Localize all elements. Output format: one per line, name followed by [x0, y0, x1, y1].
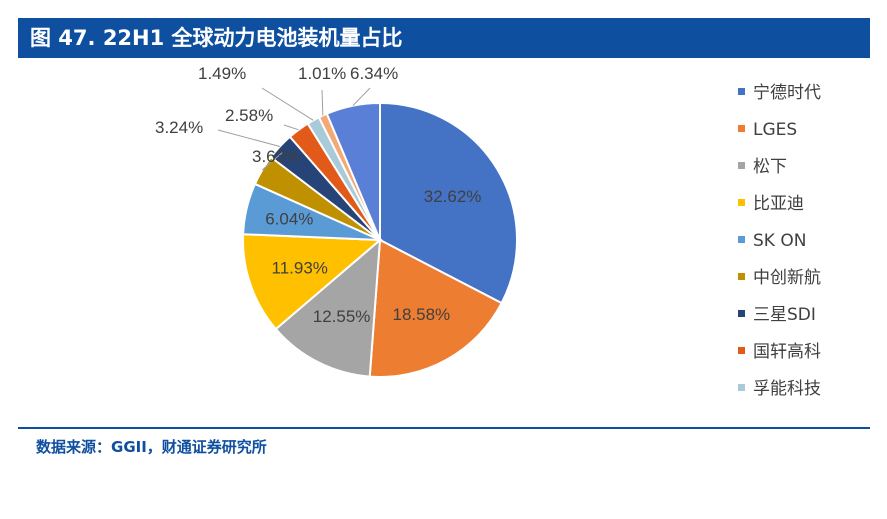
legend-swatch — [738, 236, 745, 243]
pie-slices — [242, 101, 518, 378]
legend-swatch — [738, 162, 745, 169]
pie-slice — [368, 238, 503, 378]
leader-line — [261, 87, 314, 121]
slice-label: 1.49% — [198, 64, 246, 83]
legend-label: 三星SDI — [753, 305, 816, 325]
slice-label: 11.93% — [272, 259, 328, 278]
data-labels: 32.62% 18.58% 12.55% 11.93% 6.04% 3.63% 3.24% 2… — [155, 64, 481, 326]
source-divider — [18, 427, 870, 429]
slice-label: 6.04% — [265, 210, 313, 229]
legend-swatch — [738, 347, 745, 354]
legend-label: 孚能科技 — [753, 379, 821, 399]
slice-label: 3.63% — [252, 147, 300, 166]
legend-label: LGES — [753, 120, 797, 140]
legend-swatch — [738, 125, 745, 132]
legend-label: 松下 — [753, 157, 787, 177]
leader-line — [217, 129, 281, 147]
source-note: 数据来源：GGII，财通证券研究所 — [36, 438, 267, 456]
legend-label: 宁德时代 — [753, 83, 821, 103]
legend-label: 中创新航 — [753, 268, 821, 288]
slice-label: 6.34% — [350, 64, 398, 83]
legend-swatch — [738, 88, 745, 95]
leader-line — [321, 89, 324, 116]
leader-line — [352, 87, 371, 107]
leader-line — [261, 151, 284, 171]
legend-swatch — [738, 273, 745, 280]
legend-swatch — [738, 310, 745, 317]
slice-label: 12.55% — [313, 307, 371, 326]
slice-label: 18.58% — [393, 305, 451, 324]
slice-label: 3.24% — [155, 118, 203, 137]
leader-lines — [217, 87, 371, 171]
pie-slice — [325, 101, 381, 241]
legend-label: SK ON — [753, 231, 806, 251]
pie-chart: 32.62% 18.58% 12.55% 11.93% 6.04% 3.63% 3.24% 2… — [155, 64, 821, 399]
slice-label: 32.62% — [424, 187, 482, 206]
legend-swatch — [738, 199, 745, 206]
pie-slice — [242, 233, 383, 331]
pie-slice — [274, 237, 382, 378]
legend-swatch — [738, 384, 745, 391]
page-title: 图 47. 22H1 全球动力电池装机量占比 — [18, 18, 870, 58]
legend-label: 比亚迪 — [753, 194, 804, 214]
slice-label: 1.01% — [298, 64, 346, 83]
leader-line — [283, 124, 299, 131]
pie-slice — [379, 101, 518, 305]
slice-label: 2.58% — [225, 106, 273, 125]
legend-label: 国轩高科 — [753, 342, 821, 362]
